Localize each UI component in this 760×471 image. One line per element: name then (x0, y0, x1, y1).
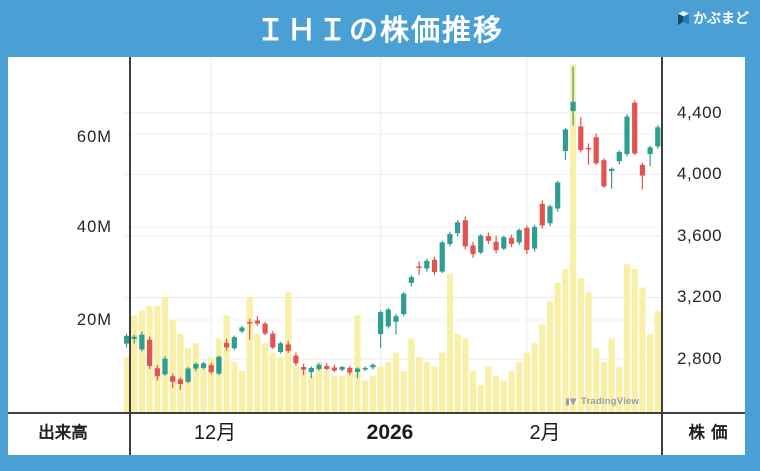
volume-tick: 60M (76, 128, 112, 146)
plot-bottom-divider (8, 412, 745, 414)
month-label-february: 2月 (529, 422, 561, 444)
tradingview-icon (566, 398, 577, 406)
plot-border-right (661, 57, 663, 455)
volume-axis-title: 出来高 (38, 424, 88, 442)
book-icon (678, 11, 689, 25)
candlestick-plot (124, 57, 662, 413)
price-tick: 4,400 (677, 103, 723, 122)
price-tick: 3,600 (677, 226, 723, 245)
brand-name: かぶまど (693, 10, 749, 26)
volume-tick: 20M (76, 311, 112, 329)
plot-border-left (129, 57, 131, 455)
volume-tick: 40M (76, 218, 112, 236)
month-label-december: 12月 (193, 422, 237, 444)
price-axis-title: 株価 (688, 424, 734, 442)
price-tick: 2,800 (677, 349, 723, 368)
brand-logo: かぶまど (677, 8, 749, 28)
tradingview-watermark: TradingView (566, 396, 639, 407)
watermark-text: TradingView (581, 396, 639, 407)
price-tick: 4,000 (677, 164, 723, 183)
price-tick: 3,200 (677, 287, 723, 306)
chart-panel: 60M 40M 20M 4,400 4,000 3,600 3,200 2,80… (8, 57, 745, 455)
year-label-2026: 2026 (366, 421, 414, 444)
page-title: ＩＨＩの株価推移 (255, 15, 504, 47)
